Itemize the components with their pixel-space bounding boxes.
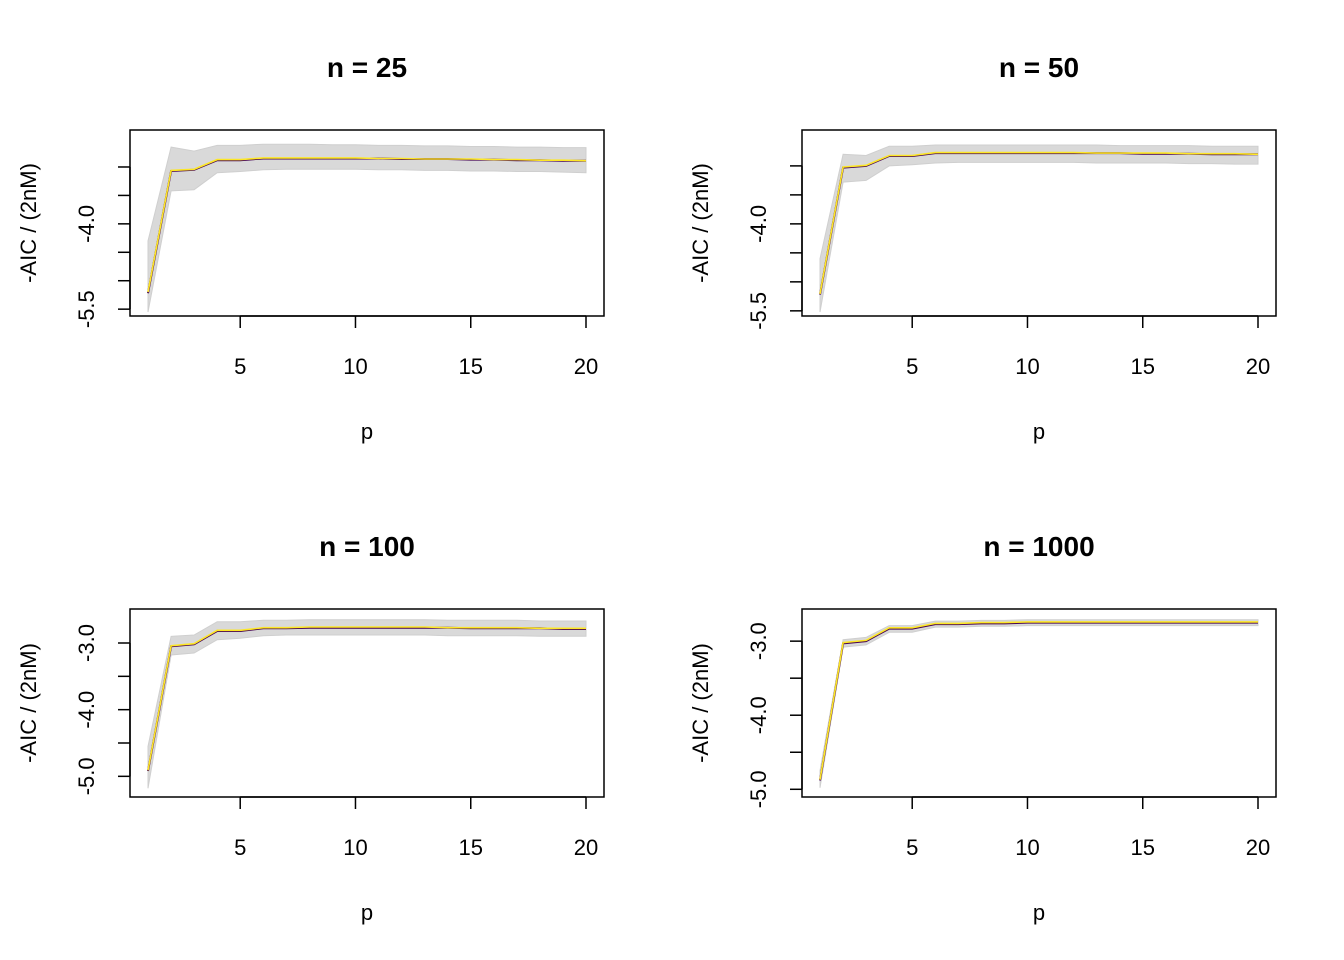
y-tick-label: -5.5 (74, 290, 99, 328)
series-line-1 (147, 157, 586, 294)
y-tick-label: -5.0 (74, 757, 99, 795)
x-tick-label: 10 (343, 354, 367, 379)
x-tick-label: 20 (1246, 354, 1270, 379)
x-tick-label: 5 (234, 835, 246, 860)
simulation-band (147, 619, 587, 789)
x-tick-label: 15 (458, 354, 482, 379)
x-axis: 5 10 15 20 (234, 315, 598, 379)
chart-panel-2: 5 10 15 20 -5.5 -4.0 n = 50 p -AIC / (2nM) (688, 52, 1277, 444)
simulation-band (147, 143, 587, 313)
panel-title: n = 1000 (983, 531, 1094, 562)
x-axis-label: p (361, 419, 373, 444)
y-axis: -5.5 -4.0 (74, 166, 131, 328)
x-tick-label: 5 (906, 354, 918, 379)
x-tick-label: 20 (1246, 835, 1270, 860)
series-line-2 (819, 151, 1259, 295)
series-line-2 (147, 157, 587, 293)
x-tick-label: 5 (906, 835, 918, 860)
y-axis: -5.0 -4.0 -3.0 (74, 624, 131, 795)
series-line-2 (147, 626, 586, 771)
series-line-2 (819, 621, 1258, 780)
chart-panel-4: 5 10 15 20 -5.0 -4.0 -3.0 n = 1000 p -AIC / (2nM) (688, 531, 1277, 925)
x-axis: 5 10 15 20 (906, 796, 1270, 860)
x-tick-label: 10 (1015, 835, 1039, 860)
chart-panel-3: 5 10 15 20 -5.0 -4.0 -3.0 n = 100 p -AIC / (2nM) (16, 531, 605, 925)
panel-title: n = 25 (327, 52, 407, 83)
y-axis: -5.0 -4.0 -3.0 (746, 622, 803, 808)
y-axis-label: -AIC / (2nM) (688, 163, 713, 283)
x-axis-label: p (1033, 900, 1045, 925)
x-tick-label: 15 (458, 835, 482, 860)
x-tick-label: 20 (574, 354, 598, 379)
series-line-1 (819, 152, 1258, 295)
series-line-1 (147, 626, 586, 772)
x-tick-label: 5 (234, 354, 246, 379)
simulation-band (819, 144, 1259, 313)
y-axis-label: -AIC / (2nM) (16, 643, 41, 763)
y-tick-label: -5.0 (746, 770, 771, 808)
chart-panel-1: 5 10 15 20 -5.5 -4.0 n = 25 p -AIC / (2nM) (16, 52, 605, 444)
x-tick-label: 20 (574, 835, 598, 860)
y-tick-label: -5.5 (746, 292, 771, 330)
x-axis: 5 10 15 20 (234, 796, 598, 860)
y-axis-label: -AIC / (2nM) (688, 643, 713, 763)
x-axis-label: p (1033, 419, 1045, 444)
y-axis: -5.5 -4.0 (746, 165, 803, 330)
y-axis-label: -AIC / (2nM) (16, 163, 41, 283)
y-tick-label: -4.0 (746, 696, 771, 734)
y-tick-label: -4.0 (746, 205, 771, 243)
series-line-1 (819, 621, 1258, 781)
y-tick-label: -3.0 (74, 624, 99, 662)
x-tick-label: 15 (1130, 835, 1154, 860)
x-tick-label: 10 (343, 835, 367, 860)
y-tick-label: -3.0 (746, 622, 771, 660)
panel-title: n = 50 (999, 52, 1079, 83)
y-tick-label: -4.0 (74, 691, 99, 729)
simulation-band (819, 619, 1259, 788)
x-tick-label: 15 (1130, 354, 1154, 379)
y-tick-label: -4.0 (74, 205, 99, 243)
x-axis-label: p (361, 900, 373, 925)
x-axis: 5 10 15 20 (906, 315, 1270, 379)
x-tick-label: 10 (1015, 354, 1039, 379)
panel-title: n = 100 (319, 531, 415, 562)
